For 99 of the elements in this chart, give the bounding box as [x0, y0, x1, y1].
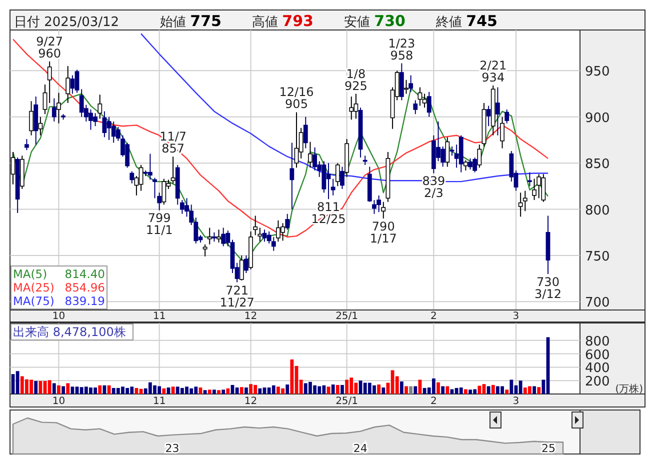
bar — [400, 381, 404, 394]
bar — [258, 388, 262, 394]
annotation: 854.96 — [64, 280, 105, 294]
bar — [377, 384, 381, 394]
bar — [222, 390, 226, 394]
annotation: 814.40 — [64, 267, 105, 281]
y-tick-label: 800 — [585, 203, 610, 218]
annotation: 9/27 960 — [36, 34, 64, 60]
bar — [66, 383, 70, 394]
x-tick-label: 25/1 — [336, 396, 358, 407]
x-tick-label: 11 — [152, 311, 166, 322]
bar — [240, 387, 244, 394]
text: MA(75) — [13, 294, 54, 308]
bar — [450, 389, 454, 394]
bar — [98, 385, 102, 394]
x-tick-label: 2 — [430, 396, 437, 407]
annotation: 721 11/27 — [220, 283, 254, 310]
bar — [505, 390, 509, 394]
bar — [212, 390, 216, 394]
annotation: 日付 2025/03/12 — [14, 15, 120, 30]
bar — [226, 388, 230, 394]
x-tick-label: 3 — [512, 311, 520, 322]
text: MA(5) — [13, 267, 48, 281]
bar — [432, 378, 436, 394]
bar — [478, 386, 482, 394]
bar — [52, 383, 56, 394]
bar — [171, 386, 175, 394]
annotation: 839.19 — [64, 294, 105, 308]
bar — [409, 386, 413, 394]
x-tick-label: 23 — [165, 442, 180, 455]
y-tick-label: 850 — [585, 157, 610, 172]
bar — [38, 381, 42, 394]
annotation: 12/16 905 — [279, 85, 314, 112]
annotation: 1/8 925 — [344, 66, 368, 93]
annotation: 安値 730 — [344, 12, 406, 30]
x-tick-label: 10 — [52, 311, 66, 322]
bar — [340, 384, 344, 394]
bar — [486, 386, 490, 394]
bar — [510, 380, 514, 394]
bar — [286, 384, 290, 394]
bar — [272, 385, 276, 394]
bar — [62, 386, 65, 394]
x-tick-label: 24 — [353, 442, 368, 455]
bar — [518, 380, 522, 394]
bar — [441, 386, 445, 394]
y-tick-label: 400 — [585, 361, 610, 376]
x-tick-label: 10 — [52, 396, 66, 407]
bar — [446, 386, 450, 394]
bar — [162, 388, 166, 394]
x-tick-label: 11 — [152, 396, 166, 407]
bar — [331, 384, 335, 394]
x-tick-label: 12 — [244, 311, 258, 322]
annotation: 終値 745 — [435, 12, 498, 30]
y-tick-label: 600 — [585, 348, 610, 363]
y-tick-label: 900 — [585, 110, 610, 126]
bar — [57, 385, 60, 394]
bar — [418, 380, 422, 394]
annotation: 799 11/1 — [146, 211, 173, 238]
y-tick-label: 800 — [585, 334, 610, 350]
text: MA(25) — [13, 280, 54, 294]
bar — [235, 388, 239, 394]
bar — [16, 371, 20, 394]
bar — [336, 384, 340, 394]
y-tick-label: 750 — [585, 249, 610, 264]
bar — [203, 390, 207, 394]
bar — [464, 389, 468, 394]
y-tick-label: 200 — [585, 374, 610, 390]
annotation: 730 3/12 — [534, 274, 562, 301]
chart-title: 出来高 8,478,100株 — [13, 325, 126, 339]
bar — [532, 386, 536, 394]
bar — [48, 380, 52, 394]
bar — [326, 386, 330, 394]
bar — [459, 388, 463, 394]
x-tick-label: 3 — [512, 396, 520, 407]
bar — [34, 381, 38, 394]
bar — [244, 388, 248, 394]
annotation: 2/21 934 — [480, 58, 507, 84]
x-tick-label: 2 — [430, 311, 437, 322]
x-tick-label: 12 — [244, 396, 258, 407]
bar — [345, 380, 349, 394]
bar — [436, 382, 440, 394]
bar — [217, 390, 220, 394]
annotation: 790 1/17 — [370, 220, 397, 246]
bar — [404, 386, 408, 394]
bar — [290, 359, 294, 394]
bar — [537, 387, 541, 394]
y-tick-label: 950 — [585, 64, 610, 80]
x-tick-label: 25/1 — [336, 311, 358, 322]
bar — [491, 384, 495, 394]
annotation: 高値 793 — [252, 12, 314, 30]
x-tick-label: 25 — [542, 442, 556, 455]
bar — [208, 390, 212, 394]
bar — [70, 386, 74, 394]
bar — [414, 386, 418, 394]
annotation: 1/23 958 — [388, 36, 416, 62]
y-axis-title: (万株) — [615, 383, 644, 395]
annotation: 始値 775 — [160, 12, 222, 30]
bar — [382, 388, 386, 394]
y-tick-label: 700 — [585, 296, 610, 311]
